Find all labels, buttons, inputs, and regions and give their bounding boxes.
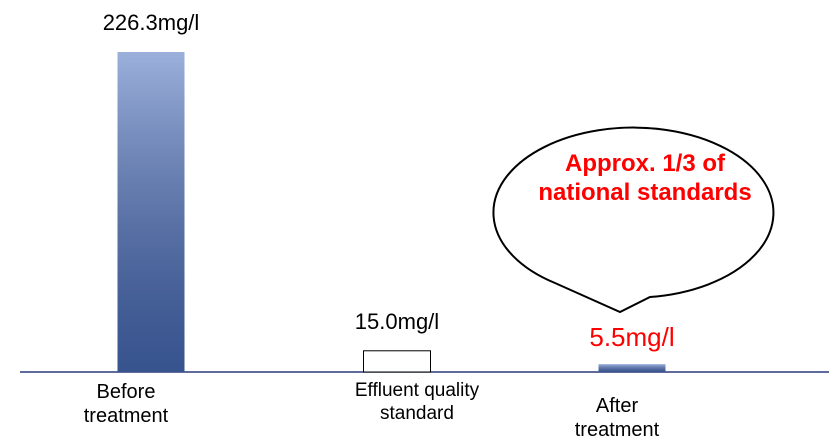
callout-text: Approx. 1/3 of national standards [538, 150, 752, 206]
bar-shade [117, 52, 185, 372]
x-tick-label: After treatment [574, 395, 660, 441]
x-tick-label: Effluent quality standard [354, 380, 480, 424]
x-tick-label: Before treatment [83, 381, 169, 427]
value-label: 15.0mg/l [354, 308, 440, 334]
value-label: 5.5mg/l [589, 322, 675, 353]
bar-shade [598, 364, 666, 372]
bar [363, 350, 431, 373]
callout-bubble [492, 126, 775, 314]
value-label: 226.3mg/l [102, 10, 200, 35]
